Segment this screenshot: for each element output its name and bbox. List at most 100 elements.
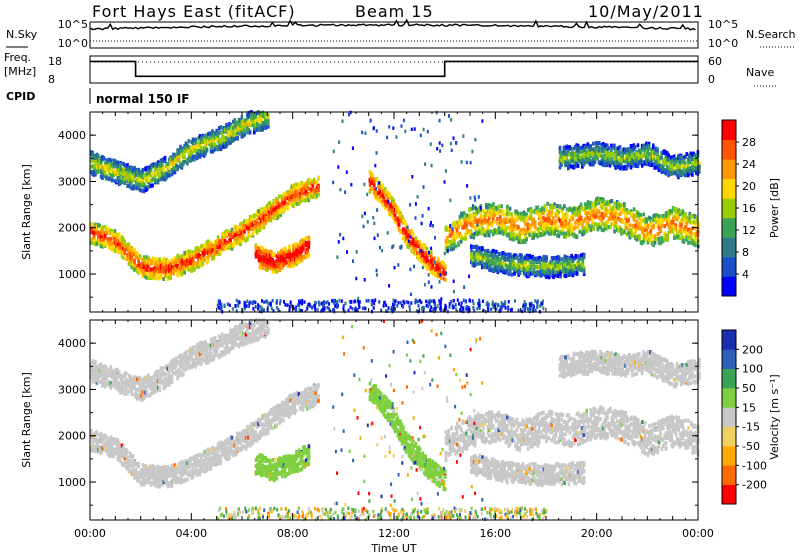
data-cell xyxy=(233,226,237,231)
data-cell xyxy=(462,211,466,216)
data-cell xyxy=(170,258,174,263)
data-cell xyxy=(134,251,138,256)
data-cell xyxy=(255,225,259,230)
data-cell xyxy=(108,171,111,176)
data-cell xyxy=(254,228,257,233)
data-cell xyxy=(229,137,232,142)
data-cell xyxy=(368,189,372,194)
data-cell xyxy=(188,253,192,258)
data-cell xyxy=(105,226,108,231)
data-cell xyxy=(127,261,131,266)
data-cell xyxy=(198,143,202,148)
data-cell xyxy=(172,266,175,271)
data-cell xyxy=(279,258,283,263)
nsky-label: N.Sky xyxy=(6,28,38,41)
data-cell xyxy=(261,217,264,222)
data-cell xyxy=(269,202,273,207)
data-cell xyxy=(182,162,185,167)
data-cell xyxy=(122,255,125,260)
data-cell xyxy=(260,249,263,254)
data-cell xyxy=(547,216,551,221)
data-cell xyxy=(225,234,228,239)
date-label: 10/May/2011 xyxy=(588,2,704,21)
data-cell xyxy=(119,181,122,186)
data-cell xyxy=(308,178,312,183)
data-cell xyxy=(215,245,218,250)
data-cell xyxy=(241,225,245,230)
data-cell xyxy=(94,156,97,160)
data-cell xyxy=(191,258,195,263)
data-cell xyxy=(188,149,192,154)
data-cell xyxy=(278,194,281,199)
data-cell xyxy=(258,221,262,226)
data-cell xyxy=(233,136,237,141)
data-cell xyxy=(248,110,252,115)
data-cell xyxy=(251,217,255,222)
data-cell xyxy=(209,135,213,140)
data-cell xyxy=(209,149,213,154)
data-cell xyxy=(159,170,163,175)
data-cell xyxy=(465,213,469,218)
data-cell xyxy=(190,152,193,157)
data-cell xyxy=(130,245,133,250)
data-cell xyxy=(540,207,544,212)
data-cell xyxy=(90,230,93,234)
data-cell xyxy=(214,247,217,252)
data-cell xyxy=(201,133,205,138)
data-cell xyxy=(286,254,290,259)
data-cell xyxy=(277,251,280,256)
data-cell xyxy=(214,135,217,140)
data-cell xyxy=(296,201,299,206)
data-cell xyxy=(168,166,171,171)
data-cell xyxy=(151,162,154,167)
data-cell xyxy=(299,250,302,255)
data-cell xyxy=(260,113,263,118)
data-cell xyxy=(155,170,159,175)
data-cell xyxy=(586,142,590,147)
data-cell xyxy=(124,176,128,181)
data-cell xyxy=(603,200,607,205)
data-cell xyxy=(297,254,301,259)
data-cell xyxy=(254,252,258,256)
data-cell xyxy=(179,258,182,262)
data-cell xyxy=(148,165,152,170)
data-cell xyxy=(133,168,136,173)
data-cell xyxy=(267,264,270,269)
data-cell xyxy=(255,118,259,123)
data-cell xyxy=(285,193,288,198)
data-cell xyxy=(261,250,265,255)
data-cell xyxy=(378,190,381,195)
data-cell xyxy=(282,252,286,257)
data-cell xyxy=(302,246,305,251)
data-cell xyxy=(315,188,319,193)
data-cell xyxy=(197,258,200,262)
data-cell xyxy=(694,243,697,248)
data-cell xyxy=(183,155,186,159)
data-cell xyxy=(267,113,270,118)
data-cell xyxy=(233,240,237,245)
data-cell xyxy=(260,265,263,270)
data-cell xyxy=(290,184,294,189)
data-cell xyxy=(137,175,140,180)
data-cell xyxy=(159,158,163,163)
data-cell xyxy=(159,160,163,165)
data-cell xyxy=(296,189,299,194)
data-cell xyxy=(304,192,308,197)
data-cell xyxy=(112,235,115,240)
data-cell xyxy=(195,254,199,259)
data-cell xyxy=(202,138,206,143)
data-cell xyxy=(90,169,93,174)
data-cell xyxy=(293,247,297,251)
data-cell xyxy=(90,152,93,157)
data-cell xyxy=(117,168,121,172)
data-cell xyxy=(233,118,237,123)
data-cell xyxy=(253,213,256,218)
data-cell xyxy=(609,225,612,230)
data-cell xyxy=(546,201,549,206)
data-cell xyxy=(113,158,117,163)
data-cell xyxy=(293,190,296,195)
data-cell xyxy=(264,249,267,253)
data-cell xyxy=(211,248,214,253)
data-cell xyxy=(134,169,138,174)
data-cell xyxy=(586,210,590,215)
